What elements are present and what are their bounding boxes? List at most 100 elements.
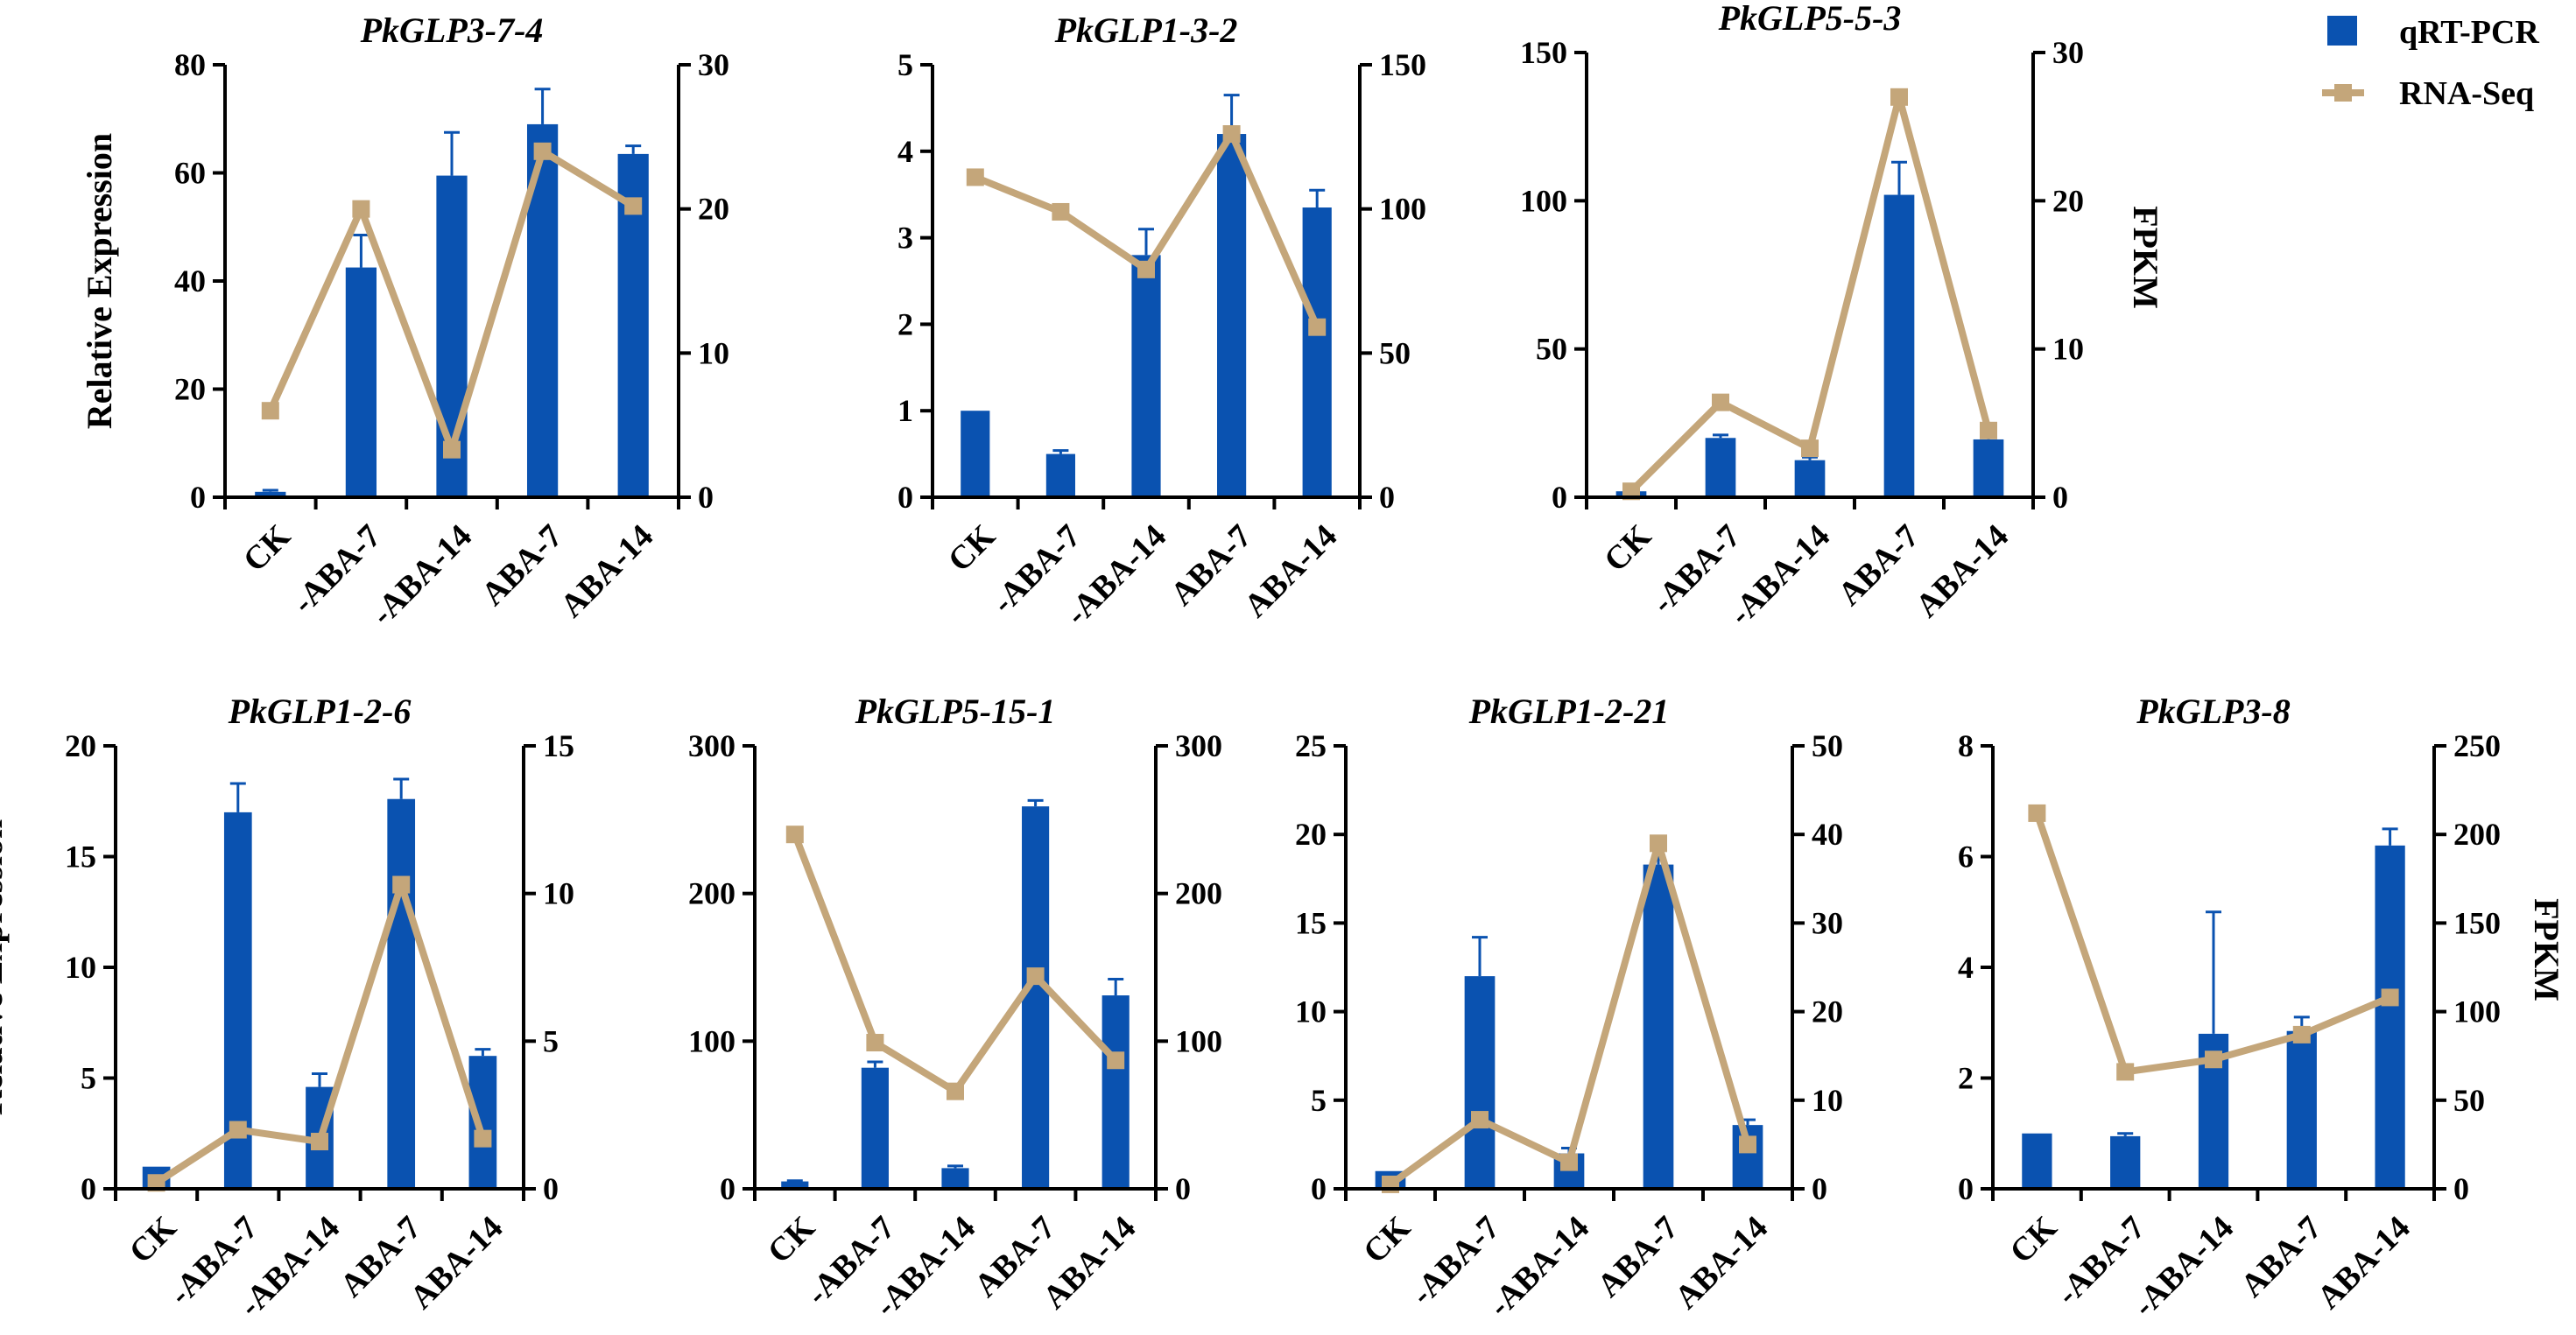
y-tick-label-left: 15 xyxy=(1295,905,1327,940)
x-category-label: ABA-14 xyxy=(1237,517,1344,624)
chart-panel: 02468050100150200250CK-ABA-7-ABA-14ABA-7… xyxy=(1958,692,2566,1324)
legend: qRT-PCR RNA-Seq xyxy=(2322,14,2539,112)
y-tick-label-left: 1 xyxy=(897,393,913,428)
y-tick-label-right: 0 xyxy=(2052,480,2068,515)
y-tick-label-right: 10 xyxy=(1812,1083,1843,1118)
y-tick-label-right: 30 xyxy=(698,47,729,82)
line-point xyxy=(443,440,461,459)
line-point xyxy=(2116,1063,2135,1081)
y-tick-label-left: 0 xyxy=(190,480,206,515)
y-tick-label-right: 150 xyxy=(1379,47,1426,82)
line-point xyxy=(2381,988,2399,1007)
line-series xyxy=(1387,840,1751,1188)
y-axis-title-right: FPKM xyxy=(2126,206,2165,309)
y-tick-label-right: 250 xyxy=(2453,728,2501,763)
line-point xyxy=(1107,1051,1125,1070)
line-point xyxy=(1560,1153,1578,1171)
line-point xyxy=(966,168,984,186)
y-tick-label-right: 0 xyxy=(543,1171,559,1206)
bar xyxy=(1464,976,1496,1189)
y-tick-label-right: 20 xyxy=(2052,183,2084,218)
line-point xyxy=(261,402,279,420)
y-tick-label-left: 6 xyxy=(1958,840,1974,875)
y-tick-label-right: 0 xyxy=(1812,1171,1827,1206)
bar xyxy=(345,267,377,497)
bar xyxy=(2110,1135,2141,1189)
y-tick-label-right: 10 xyxy=(698,335,729,370)
line-point xyxy=(1650,834,1667,853)
y-tick-label-left: 0 xyxy=(1311,1171,1327,1206)
y-tick-label-left: 5 xyxy=(81,1061,96,1096)
y-tick-label-left: 40 xyxy=(174,263,206,299)
y-tick-label-right: 300 xyxy=(1175,728,1222,763)
bar xyxy=(1705,438,1736,497)
y-tick-label-left: 3 xyxy=(897,221,913,256)
line-point xyxy=(1980,421,1997,439)
y-tick-label-right: 30 xyxy=(1812,905,1843,940)
x-category-label: -ABA-14 xyxy=(1482,1209,1596,1324)
line-point xyxy=(1308,318,1327,336)
y-tick-label-right: 200 xyxy=(1175,876,1222,911)
bar xyxy=(941,1168,969,1189)
line-point xyxy=(229,1121,247,1139)
x-category-label: ABA-14 xyxy=(1668,1209,1775,1316)
bar xyxy=(1302,207,1332,497)
x-category-label: -ABA-14 xyxy=(364,517,479,632)
bar xyxy=(387,798,416,1189)
bar xyxy=(1883,194,1915,497)
legend-line-label: RNA-Seq xyxy=(2399,75,2534,112)
y-tick-label-left: 15 xyxy=(65,840,96,875)
line-point xyxy=(1890,88,1908,106)
chart-title: PkGLP1-2-21 xyxy=(1468,692,1670,731)
y-tick-label-right: 20 xyxy=(1812,994,1843,1029)
y-tick-label-left: 200 xyxy=(688,876,735,911)
y-tick-label-right: 40 xyxy=(1812,817,1843,852)
y-tick-label-right: 100 xyxy=(1175,1023,1222,1058)
y-tick-label-left: 0 xyxy=(81,1171,96,1206)
x-category-label: CK xyxy=(123,1209,184,1270)
y-tick-label-left: 80 xyxy=(174,47,206,82)
line-point xyxy=(1137,260,1155,278)
y-tick-label-left: 100 xyxy=(1520,183,1567,218)
y-tick-label-left: 0 xyxy=(1958,1171,1974,1206)
chart-panel: 05101520051015CK-ABA-7-ABA-14ABA-7ABA-14… xyxy=(0,692,574,1324)
chart-title: PkGLP3-7-4 xyxy=(360,11,544,50)
y-axis-title-left: Relative Expression xyxy=(0,819,10,1115)
legend-bar-label: qRT-PCR xyxy=(2399,14,2539,51)
y-tick-label-left: 8 xyxy=(1958,728,1974,763)
legend-bar-swatch xyxy=(2327,16,2357,46)
line-point xyxy=(533,142,552,160)
y-tick-label-right: 50 xyxy=(2453,1083,2485,1118)
line-point xyxy=(624,197,643,215)
line-point xyxy=(392,875,411,894)
y-tick-label-right: 0 xyxy=(2453,1171,2469,1206)
bar xyxy=(1794,460,1826,497)
line-point xyxy=(2292,1025,2311,1043)
chart-title: PkGLP1-3-2 xyxy=(1054,11,1238,50)
x-category-label: CK xyxy=(1597,517,1658,579)
bar xyxy=(1131,255,1161,497)
line-point xyxy=(1712,393,1729,411)
y-tick-label-right: 20 xyxy=(698,192,729,227)
y-tick-label-right: 0 xyxy=(698,480,714,515)
legend-line-marker xyxy=(2334,84,2352,102)
x-category-label: CK xyxy=(236,517,298,579)
line-point xyxy=(1026,967,1045,986)
line-series xyxy=(1628,93,1992,495)
x-category-label: CK xyxy=(2002,1209,2064,1270)
y-tick-label-left: 60 xyxy=(174,156,206,191)
y-tick-label-right: 30 xyxy=(2052,35,2084,70)
bar xyxy=(2022,1133,2052,1189)
line-point xyxy=(1222,125,1241,144)
x-category-label: CK xyxy=(1356,1209,1418,1270)
y-tick-label-left: 5 xyxy=(1311,1083,1327,1118)
bar xyxy=(255,491,286,497)
y-tick-label-left: 20 xyxy=(1295,817,1327,852)
chart-title: PkGLP3-8 xyxy=(2136,692,2291,731)
y-tick-label-left: 4 xyxy=(1958,950,1974,985)
y-tick-label-right: 100 xyxy=(1379,192,1426,227)
y-tick-label-right: 100 xyxy=(2453,994,2501,1029)
bar xyxy=(1973,439,2004,497)
